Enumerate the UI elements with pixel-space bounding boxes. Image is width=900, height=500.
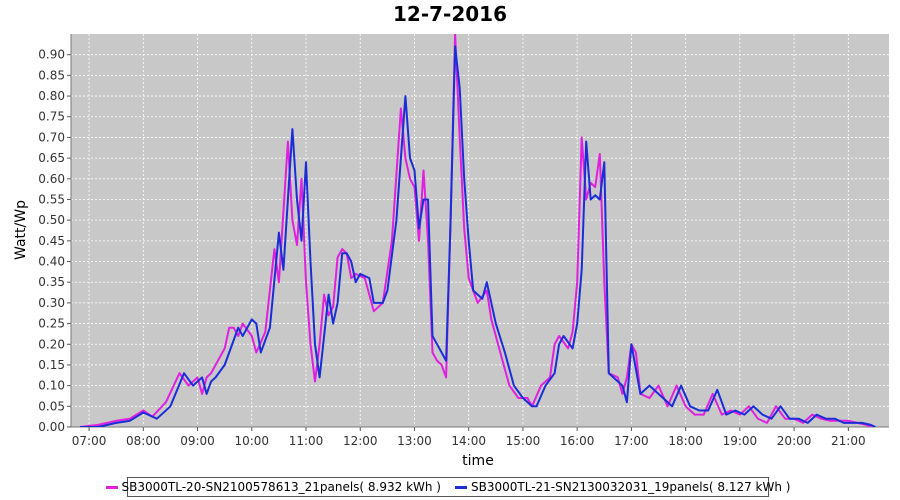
- y-axis-label: Watt/Wp: [13, 200, 29, 260]
- chart-legend: SB3000TL-20-SN2100578613_21panels( 8.932…: [105, 477, 790, 497]
- y-tick-label: 0.60: [38, 172, 65, 186]
- y-tick-label: 0.40: [38, 255, 65, 269]
- x-tick-label: 14:00: [451, 434, 486, 448]
- legend-swatch-series-2: [455, 485, 467, 489]
- x-tick-label: 17:00: [614, 434, 649, 448]
- y-tick-label: 0.80: [38, 89, 65, 103]
- grid: [71, 34, 889, 428]
- y-tick-label: 0.75: [38, 110, 65, 124]
- x-tick-label: 18:00: [668, 434, 703, 448]
- y-tick-label: 0.20: [38, 337, 65, 351]
- x-tick-label: 20:00: [777, 434, 812, 448]
- y-tick-label: 0.45: [38, 234, 65, 248]
- chart-title: 12-7-2016: [392, 2, 507, 26]
- y-tick-label: 0.10: [38, 379, 65, 393]
- y-tick-label: 0.35: [38, 275, 65, 289]
- y-tick-label: 0.00: [38, 420, 65, 434]
- y-tick-label: 0.70: [38, 130, 65, 144]
- y-tick-label: 0.30: [38, 296, 65, 310]
- x-tick-label: 08:00: [126, 434, 161, 448]
- legend-label-series-1: SB3000TL-20-SN2100578613_21panels( 8.932…: [121, 480, 441, 494]
- y-tick-label: 0.85: [38, 68, 65, 82]
- x-tick-label: 19:00: [723, 434, 758, 448]
- y-tick-label: 0.55: [38, 192, 65, 206]
- series-line-2: [80, 45, 876, 427]
- x-tick-label: 12:00: [343, 434, 378, 448]
- x-tick-label: 21:00: [831, 434, 866, 448]
- x-tick-label: 10:00: [234, 434, 269, 448]
- y-tick-label: 0.90: [38, 48, 65, 62]
- y-tick-label: 0.50: [38, 213, 65, 227]
- x-tick-label: 07:00: [72, 434, 107, 448]
- legend-item-series-2: SB3000TL-21-SN2130032031_19panels( 8.127…: [455, 480, 790, 494]
- legend-label-series-2: SB3000TL-21-SN2130032031_19panels( 8.127…: [471, 480, 791, 494]
- x-axis-label: time: [462, 453, 494, 469]
- x-tick-label: 09:00: [180, 434, 215, 448]
- plot-area: [71, 34, 889, 427]
- axes: 0.00 0.05 0.10 0.15 0.20 0.25 0.30 0.35 0.40 0.45…: [38, 34, 889, 448]
- y-tick-label: 0.05: [38, 399, 65, 413]
- x-tick-label: 16:00: [560, 434, 595, 448]
- legend-swatch-series-1: [105, 485, 118, 489]
- x-tick-label: 13:00: [397, 434, 432, 448]
- y-tick-label: 0.65: [38, 151, 65, 165]
- y-tick-label: 0.15: [38, 358, 65, 372]
- x-tick-label: 15:00: [506, 434, 541, 448]
- legend-item-series-1: SB3000TL-20-SN2100578613_21panels( 8.932…: [105, 480, 441, 494]
- series-layer: [79, 34, 876, 427]
- y-tick-label: 0.25: [38, 317, 65, 331]
- x-tick-label: 11:00: [289, 434, 324, 448]
